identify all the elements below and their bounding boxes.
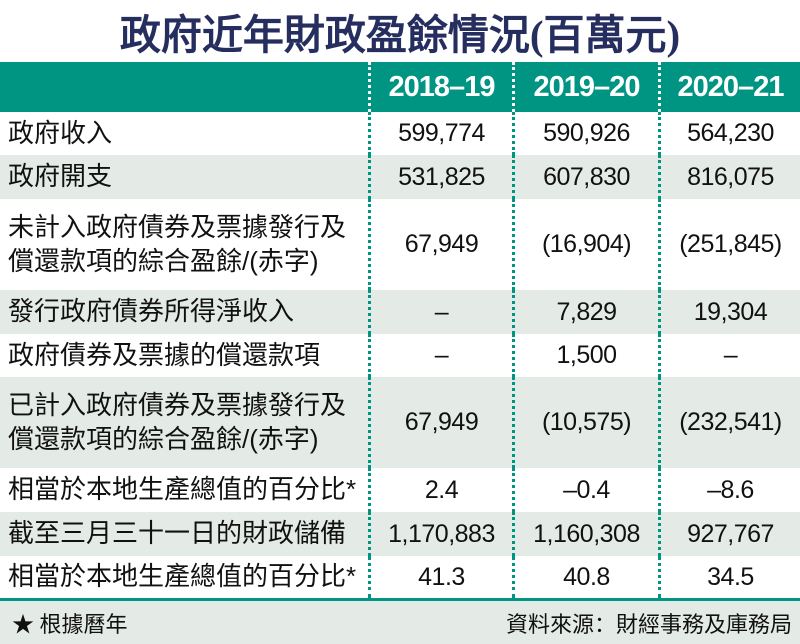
footer: ★ 根據曆年 資料來源：財經事務及庫務局 — [0, 601, 800, 644]
row-label: 已計入政府債券及票據發行及償還款項的綜合盈餘/(赤字) — [8, 389, 347, 454]
row-label: 相當於本地生產總值的百分比* — [8, 561, 357, 592]
row-value: 599,774 — [368, 112, 512, 155]
table-header-row: 2018–19 2019–20 2020–21 — [0, 62, 800, 112]
column-header-2019-20: 2019–20 — [512, 62, 658, 112]
column-header-2020-21: 2020–21 — [658, 62, 800, 112]
table-row: 相當於本地生產總值的百分比* 41.3 40.8 34.5 — [0, 556, 800, 598]
table-row: 截至三月三十一日的財政儲備 1,170,883 1,160,308 927,767 — [0, 512, 800, 556]
table-row: 已計入政府債券及票據發行及償還款項的綜合盈餘/(赤字) 67,949 (10,575… — [0, 377, 800, 468]
row-label: 政府收入 — [8, 117, 113, 148]
row-value: 590,926 — [512, 112, 658, 155]
row-value: 531,825 — [368, 155, 512, 199]
source-credit: 資料來源：財經事務及庫務局 — [505, 611, 792, 637]
row-value: 1,500 — [512, 334, 658, 377]
row-value: – — [368, 334, 512, 377]
table-row: 政府收入 599,774 590,926 564,230 — [0, 112, 800, 155]
row-label: 相當於本地生產總值的百分比* — [8, 474, 357, 505]
row-value: 564,230 — [658, 112, 800, 155]
row-value: – — [368, 290, 512, 334]
fiscal-table: 2018–19 2019–20 2020–21 政府收入 599,774 590,9… — [0, 62, 800, 598]
row-value: 607,830 — [512, 155, 658, 199]
row-value: (232,541) — [658, 377, 800, 468]
table-row: 未計入政府債券及票據發行及償還款項的綜合盈餘/(赤字) 67,949 (16,904… — [0, 199, 800, 290]
row-label: 政府開支 — [8, 161, 113, 192]
row-value: 67,949 — [368, 377, 512, 468]
row-label: 截至三月三十一日的財政儲備 — [8, 518, 347, 549]
row-value: 2.4 — [368, 468, 512, 512]
row-value: 19,304 — [658, 290, 800, 334]
footnote: ★ 根據曆年 — [12, 611, 128, 637]
row-value: 816,075 — [658, 155, 800, 199]
row-value: 1,170,883 — [368, 512, 512, 556]
table-row: 政府債券及票據的償還款項 –1,500– — [0, 334, 800, 377]
table-row: 政府開支 531,825 607,830 816,075 — [0, 155, 800, 199]
page-title: 政府近年財政盈餘情況(百萬元) — [119, 12, 681, 58]
row-value: 40.8 — [512, 556, 658, 598]
row-value: 67,949 — [368, 199, 512, 290]
footer-divider — [0, 598, 800, 601]
row-value: (10,575) — [512, 377, 658, 468]
row-value: 927,767 — [658, 512, 800, 556]
row-value: 34.5 — [658, 556, 800, 598]
row-label: 政府債券及票據的償還款項 — [8, 339, 321, 370]
row-value: 1,160,308 — [512, 512, 658, 556]
table-body: 政府收入 599,774 590,926 564,230 政府開支 531,825 607,… — [0, 112, 800, 598]
row-value: (16,904) — [512, 199, 658, 290]
table-row: 發行政府債券所得淨收入 –7,829 19,304 — [0, 290, 800, 334]
row-value: (251,845) — [658, 199, 800, 290]
row-value: –0.4 — [512, 468, 658, 512]
header-spacer-cell — [0, 62, 368, 112]
column-header-2018-19: 2018–19 — [368, 62, 512, 112]
row-value: –8.6 — [658, 468, 800, 512]
table-row: 相當於本地生產總值的百分比* 2.4 –0.4 –8.6 — [0, 468, 800, 512]
row-value: 41.3 — [368, 556, 512, 598]
row-label: 發行政府債券所得淨收入 — [8, 296, 295, 327]
row-value: 7,829 — [512, 290, 658, 334]
row-value: – — [658, 334, 800, 377]
row-label: 未計入政府債券及票據發行及償還款項的綜合盈餘/(赤字) — [8, 211, 347, 276]
